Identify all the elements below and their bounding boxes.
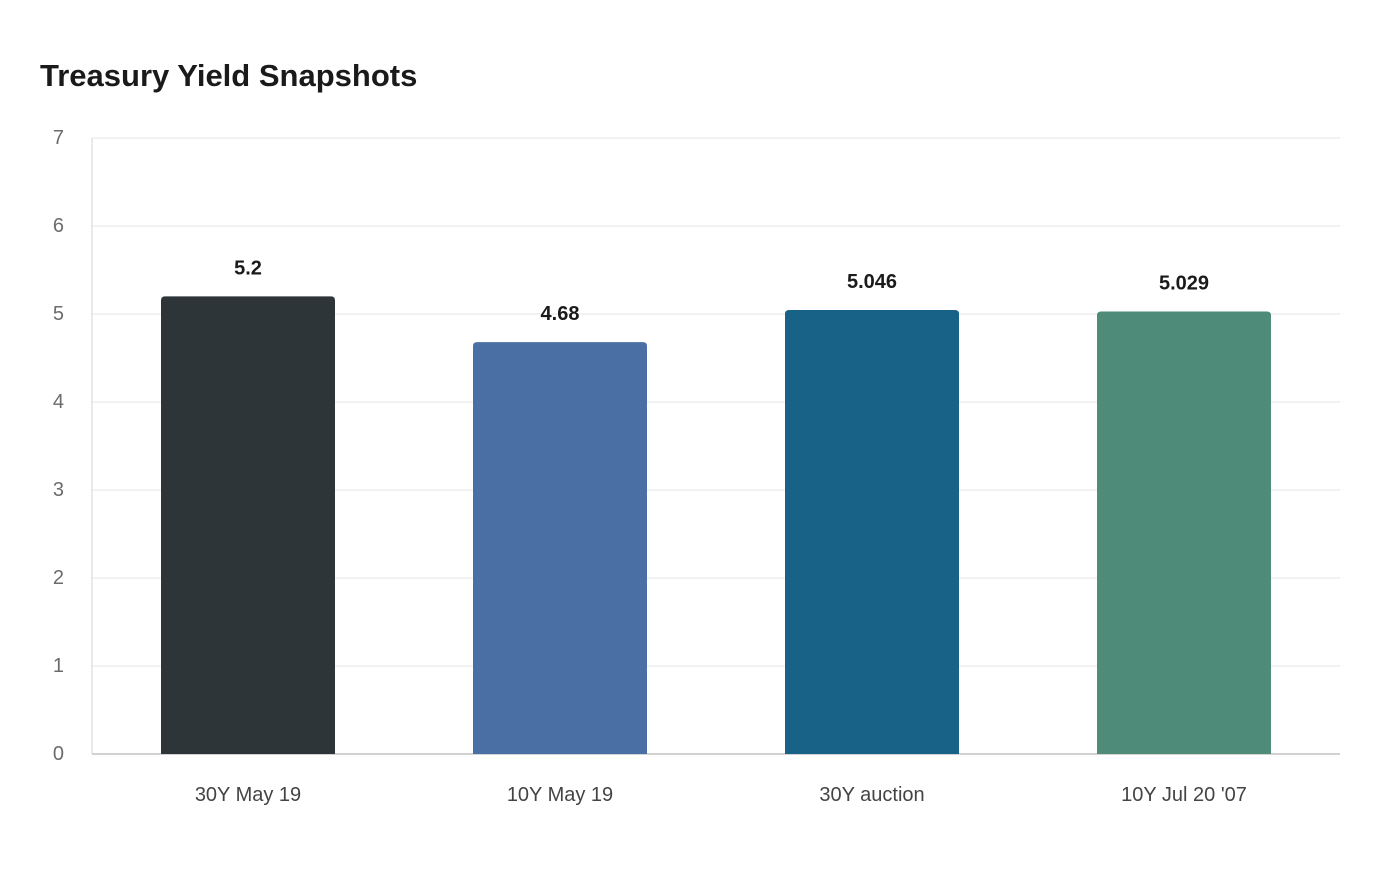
bar (785, 309, 959, 754)
y-tick-label: 1 (53, 655, 64, 677)
x-category-label: 10Y May 19 (507, 784, 613, 806)
bar (473, 342, 647, 754)
bar-value-label: 5.029 (1159, 272, 1209, 294)
y-tick-label: 6 (53, 215, 64, 237)
y-tick-label: 0 (53, 743, 64, 765)
y-tick-label: 4 (53, 391, 64, 413)
bar (161, 296, 335, 754)
y-tick-label: 3 (53, 479, 64, 501)
x-category-label: 30Y auction (819, 784, 924, 806)
y-tick-label: 5 (53, 303, 64, 325)
x-category-label: 10Y Jul 20 '07 (1121, 784, 1247, 806)
bar-value-label: 5.046 (847, 271, 897, 293)
bars (161, 296, 1271, 754)
chart-title: Treasury Yield Snapshots (40, 58, 418, 93)
y-tick-label: 2 (53, 567, 64, 589)
bar-value-label: 4.68 (541, 303, 580, 325)
bar (1097, 311, 1271, 754)
bar-value-label: 5.2 (234, 257, 262, 279)
x-category-label: 30Y May 19 (195, 784, 301, 806)
y-tick-label: 7 (53, 127, 64, 149)
labels: 5.2 30Y May 19 4.68 10Y May 19 5.046 30Y auct… (195, 257, 1247, 806)
